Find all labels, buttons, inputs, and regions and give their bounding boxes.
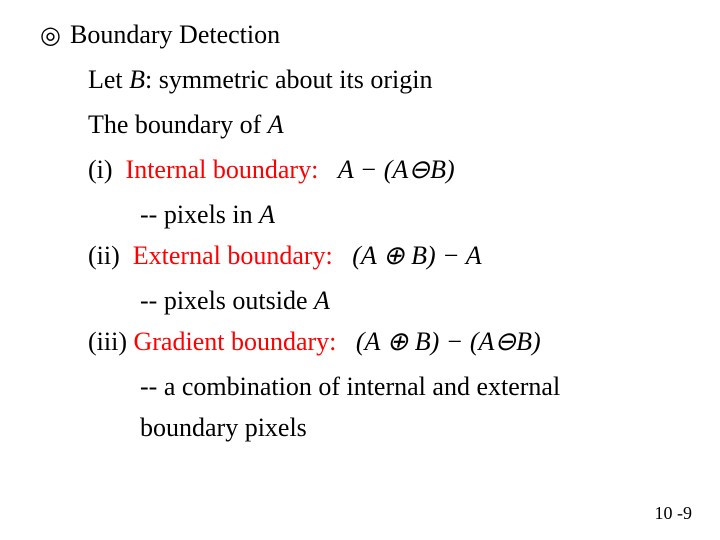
let-var: B [129,65,145,94]
page-number: 10 -9 [655,503,693,524]
item-ii-note: -- pixels outside A [40,281,680,320]
item-i-formula: A − (A⊖B) [338,155,455,184]
item-iii-row: (iii) Gradient boundary: (A ⊕ B) − (A⊖B) [40,322,680,361]
item-iii-note2: boundary pixels [40,408,680,447]
item-ii-num: (ii) [88,241,120,270]
boundary-prefix: The boundary of [88,110,268,139]
boundary-line: The boundary of A [40,105,680,144]
item-iii-label: Gradient boundary: [134,327,337,356]
item-iii-num: (iii) [88,327,127,356]
item-i-row: (i) Internal boundary: A − (A⊖B) [40,150,680,189]
item-ii-note-var: A [314,286,330,315]
item-i-label: Internal boundary: [126,155,319,184]
let-suffix: : symmetric about its origin [145,65,432,94]
title-text: Boundary Detection [70,20,280,50]
let-prefix: Let [88,65,129,94]
bullet-icon: ◎ [40,21,70,50]
item-i-note: -- pixels in A [40,195,680,234]
boundary-var: A [268,110,284,139]
item-i-note-prefix: -- pixels in [140,200,259,229]
item-iii-note1: -- a combination of internal and externa… [40,367,680,406]
item-ii-note-prefix: -- pixels outside [140,286,314,315]
slide: ◎ Boundary Detection Let B: symmetric ab… [0,0,720,540]
let-line: Let B: symmetric about its origin [40,60,680,99]
item-iii-formula: (A ⊕ B) − (A⊖B) [356,327,541,356]
item-ii-row: (ii) External boundary: (A ⊕ B) − A [40,236,680,275]
title-row: ◎ Boundary Detection [40,20,680,50]
item-ii-label: External boundary: [133,241,333,270]
item-ii-formula: (A ⊕ B) − A [352,241,481,270]
item-i-note-var: A [259,200,275,229]
item-i-num: (i) [88,155,113,184]
